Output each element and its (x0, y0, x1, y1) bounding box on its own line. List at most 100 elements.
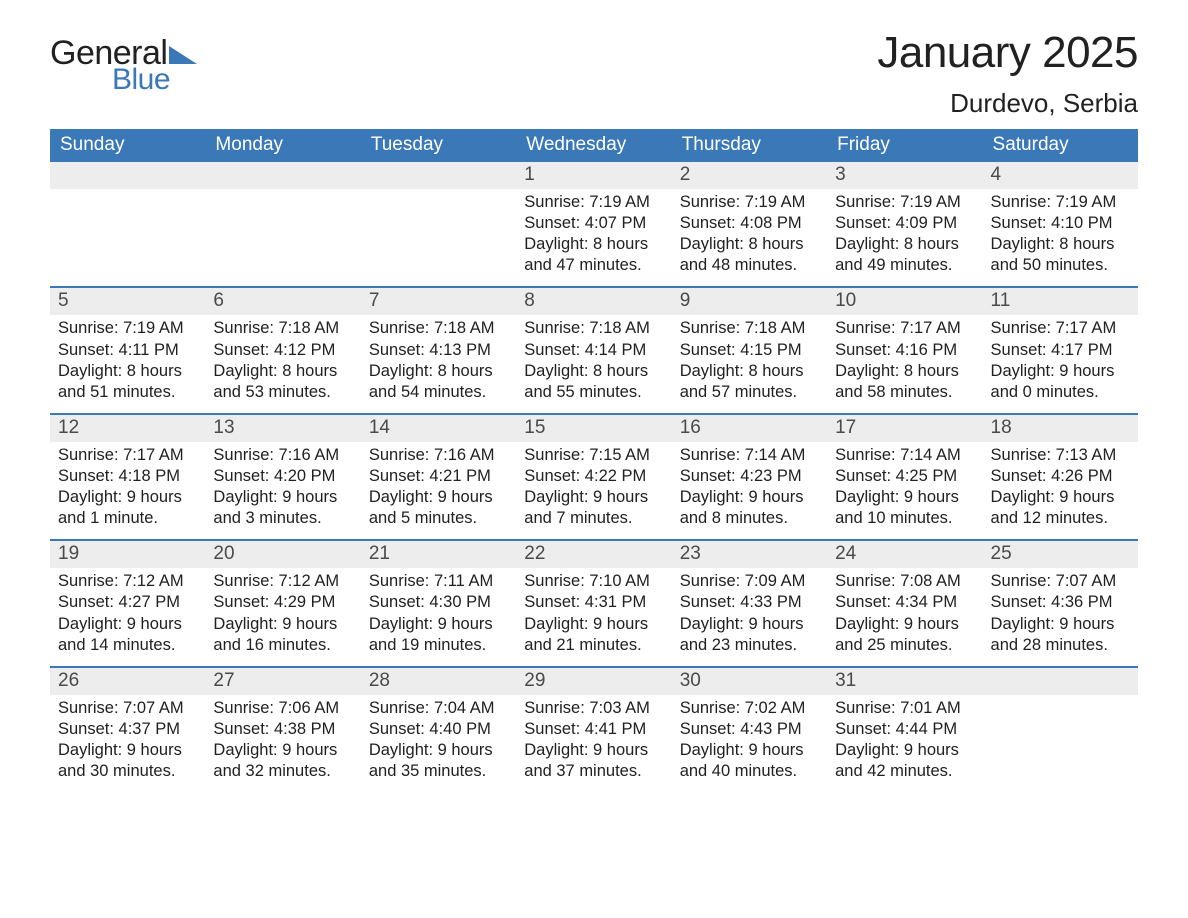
cell-body (205, 189, 360, 202)
day-number: 31 (827, 668, 982, 695)
sunset-text: Sunset: 4:31 PM (524, 592, 663, 613)
daylight-text: Daylight: 8 hours and 51 minutes. (58, 361, 197, 403)
sunrise-text: Sunrise: 7:18 AM (213, 318, 352, 339)
calendar-cell: 18Sunrise: 7:13 AMSunset: 4:26 PMDayligh… (983, 415, 1138, 539)
calendar-cell: 20Sunrise: 7:12 AMSunset: 4:29 PMDayligh… (205, 541, 360, 665)
day-header: Thursday (672, 129, 827, 162)
calendar-cell: 8Sunrise: 7:18 AMSunset: 4:14 PMDaylight… (516, 288, 671, 412)
flag-icon (169, 42, 199, 69)
sunrise-text: Sunrise: 7:01 AM (835, 698, 974, 719)
sunset-text: Sunset: 4:09 PM (835, 213, 974, 234)
cell-body: Sunrise: 7:16 AMSunset: 4:21 PMDaylight:… (361, 442, 516, 539)
sunrise-text: Sunrise: 7:08 AM (835, 571, 974, 592)
daylight-text: Daylight: 9 hours and 19 minutes. (369, 614, 508, 656)
sunset-text: Sunset: 4:10 PM (991, 213, 1130, 234)
sunrise-text: Sunrise: 7:10 AM (524, 571, 663, 592)
week-row: 1Sunrise: 7:19 AMSunset: 4:07 PMDaylight… (50, 162, 1138, 286)
calendar-cell: 9Sunrise: 7:18 AMSunset: 4:15 PMDaylight… (672, 288, 827, 412)
sunrise-text: Sunrise: 7:17 AM (991, 318, 1130, 339)
day-number: 23 (672, 541, 827, 568)
daylight-text: Daylight: 8 hours and 58 minutes. (835, 361, 974, 403)
daylight-text: Daylight: 9 hours and 12 minutes. (991, 487, 1130, 529)
sunset-text: Sunset: 4:08 PM (680, 213, 819, 234)
cell-body: Sunrise: 7:15 AMSunset: 4:22 PMDaylight:… (516, 442, 671, 539)
calendar-cell: 16Sunrise: 7:14 AMSunset: 4:23 PMDayligh… (672, 415, 827, 539)
daylight-text: Daylight: 8 hours and 55 minutes. (524, 361, 663, 403)
daylight-text: Daylight: 8 hours and 48 minutes. (680, 234, 819, 276)
daylight-text: Daylight: 9 hours and 1 minute. (58, 487, 197, 529)
day-number: 30 (672, 668, 827, 695)
sunset-text: Sunset: 4:23 PM (680, 466, 819, 487)
daylight-text: Daylight: 9 hours and 3 minutes. (213, 487, 352, 529)
daylight-text: Daylight: 8 hours and 49 minutes. (835, 234, 974, 276)
cell-body: Sunrise: 7:19 AMSunset: 4:08 PMDaylight:… (672, 189, 827, 286)
sunset-text: Sunset: 4:37 PM (58, 719, 197, 740)
sunrise-text: Sunrise: 7:17 AM (58, 445, 197, 466)
sunrise-text: Sunrise: 7:09 AM (680, 571, 819, 592)
sunrise-text: Sunrise: 7:14 AM (835, 445, 974, 466)
daylight-text: Daylight: 8 hours and 54 minutes. (369, 361, 508, 403)
sunrise-text: Sunrise: 7:07 AM (58, 698, 197, 719)
day-number: 18 (983, 415, 1138, 442)
daylight-text: Daylight: 9 hours and 5 minutes. (369, 487, 508, 529)
sunset-text: Sunset: 4:13 PM (369, 340, 508, 361)
title-block: January 2025 Durdevo, Serbia (877, 28, 1138, 119)
day-number: 5 (50, 288, 205, 315)
sunrise-text: Sunrise: 7:16 AM (213, 445, 352, 466)
day-number (50, 162, 205, 189)
sunset-text: Sunset: 4:11 PM (58, 340, 197, 361)
daylight-text: Daylight: 8 hours and 47 minutes. (524, 234, 663, 276)
calendar-cell: 4Sunrise: 7:19 AMSunset: 4:10 PMDaylight… (983, 162, 1138, 286)
cell-body (50, 189, 205, 202)
calendar-cell: 26Sunrise: 7:07 AMSunset: 4:37 PMDayligh… (50, 668, 205, 792)
calendar-cell: 12Sunrise: 7:17 AMSunset: 4:18 PMDayligh… (50, 415, 205, 539)
cell-body: Sunrise: 7:14 AMSunset: 4:25 PMDaylight:… (827, 442, 982, 539)
sunset-text: Sunset: 4:40 PM (369, 719, 508, 740)
day-header: Monday (205, 129, 360, 162)
calendar-cell: 7Sunrise: 7:18 AMSunset: 4:13 PMDaylight… (361, 288, 516, 412)
daylight-text: Daylight: 9 hours and 16 minutes. (213, 614, 352, 656)
sunset-text: Sunset: 4:26 PM (991, 466, 1130, 487)
day-number: 25 (983, 541, 1138, 568)
day-number: 10 (827, 288, 982, 315)
daylight-text: Daylight: 9 hours and 14 minutes. (58, 614, 197, 656)
sunset-text: Sunset: 4:44 PM (835, 719, 974, 740)
cell-body: Sunrise: 7:16 AMSunset: 4:20 PMDaylight:… (205, 442, 360, 539)
sunset-text: Sunset: 4:20 PM (213, 466, 352, 487)
cell-body: Sunrise: 7:19 AMSunset: 4:07 PMDaylight:… (516, 189, 671, 286)
day-number: 24 (827, 541, 982, 568)
sunrise-text: Sunrise: 7:19 AM (835, 192, 974, 213)
calendar-cell: 29Sunrise: 7:03 AMSunset: 4:41 PMDayligh… (516, 668, 671, 792)
week-row: 12Sunrise: 7:17 AMSunset: 4:18 PMDayligh… (50, 413, 1138, 539)
sunset-text: Sunset: 4:25 PM (835, 466, 974, 487)
cell-body: Sunrise: 7:12 AMSunset: 4:29 PMDaylight:… (205, 568, 360, 665)
cell-body: Sunrise: 7:09 AMSunset: 4:33 PMDaylight:… (672, 568, 827, 665)
calendar-cell: 23Sunrise: 7:09 AMSunset: 4:33 PMDayligh… (672, 541, 827, 665)
day-number: 29 (516, 668, 671, 695)
sunset-text: Sunset: 4:43 PM (680, 719, 819, 740)
cell-body: Sunrise: 7:07 AMSunset: 4:36 PMDaylight:… (983, 568, 1138, 665)
logo-text-blue: Blue (112, 63, 170, 97)
calendar-cell: 1Sunrise: 7:19 AMSunset: 4:07 PMDaylight… (516, 162, 671, 286)
sunrise-text: Sunrise: 7:02 AM (680, 698, 819, 719)
day-number: 20 (205, 541, 360, 568)
cell-body: Sunrise: 7:18 AMSunset: 4:14 PMDaylight:… (516, 315, 671, 412)
day-header: Friday (827, 129, 982, 162)
sunrise-text: Sunrise: 7:18 AM (680, 318, 819, 339)
day-number: 22 (516, 541, 671, 568)
day-number: 28 (361, 668, 516, 695)
day-number: 12 (50, 415, 205, 442)
cell-body: Sunrise: 7:13 AMSunset: 4:26 PMDaylight:… (983, 442, 1138, 539)
sunset-text: Sunset: 4:15 PM (680, 340, 819, 361)
sunrise-text: Sunrise: 7:18 AM (524, 318, 663, 339)
daylight-text: Daylight: 9 hours and 10 minutes. (835, 487, 974, 529)
cell-body: Sunrise: 7:12 AMSunset: 4:27 PMDaylight:… (50, 568, 205, 665)
day-number: 26 (50, 668, 205, 695)
daylight-text: Daylight: 9 hours and 25 minutes. (835, 614, 974, 656)
calendar-cell: 30Sunrise: 7:02 AMSunset: 4:43 PMDayligh… (672, 668, 827, 792)
sunrise-text: Sunrise: 7:14 AM (680, 445, 819, 466)
calendar-cell: 11Sunrise: 7:17 AMSunset: 4:17 PMDayligh… (983, 288, 1138, 412)
calendar-cell (983, 668, 1138, 792)
calendar-cell: 22Sunrise: 7:10 AMSunset: 4:31 PMDayligh… (516, 541, 671, 665)
calendar-cell: 10Sunrise: 7:17 AMSunset: 4:16 PMDayligh… (827, 288, 982, 412)
